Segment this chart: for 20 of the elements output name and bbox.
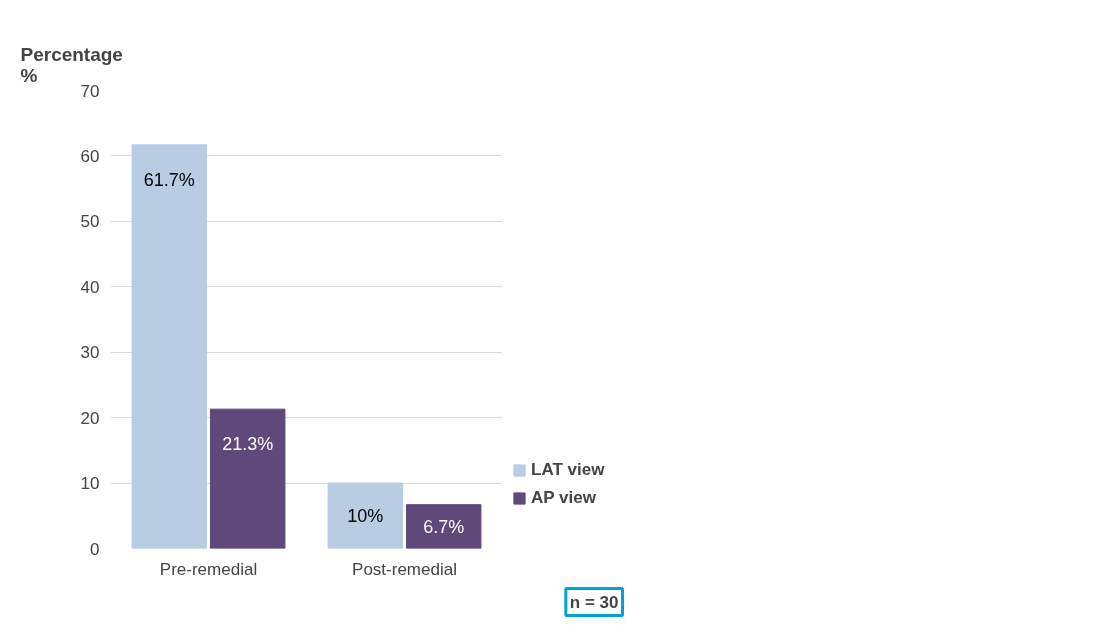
x-tick-label: Pre-remedial xyxy=(159,559,258,579)
bar xyxy=(209,408,286,549)
text: n = 30 xyxy=(569,592,619,612)
data-label: 10% xyxy=(347,505,384,526)
bar xyxy=(131,144,208,549)
bar xyxy=(327,482,404,549)
data-label: 21.3% xyxy=(222,434,274,455)
y-tick-label: 60 xyxy=(80,146,100,166)
data-label: 61.7% xyxy=(143,169,195,190)
y-tick-label: 50 xyxy=(80,212,100,232)
bar xyxy=(405,504,482,549)
y-tick-label: 10 xyxy=(80,474,100,494)
legend-label: LAT view xyxy=(531,460,605,480)
x-tick-label: Post-remedial xyxy=(352,559,457,579)
y-tick-label: 20 xyxy=(80,408,100,428)
y-tick-label: 0 xyxy=(90,539,100,559)
legend-label: AP view xyxy=(531,488,596,508)
y-tick-label: 40 xyxy=(80,277,100,297)
y-tick-label: 30 xyxy=(80,343,100,363)
data-label: 6.7% xyxy=(423,516,465,537)
